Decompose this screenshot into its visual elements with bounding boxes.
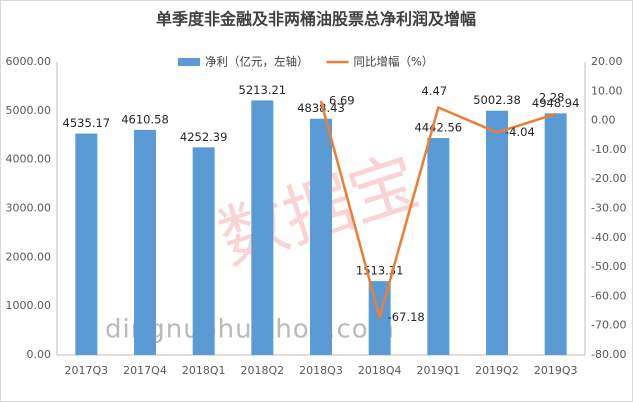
x-tick-label: 2017Q4	[123, 364, 167, 377]
line-value-label: 2.28	[539, 90, 565, 104]
bar-value-label: 4948.94	[532, 96, 580, 110]
bar-value-label: 1513.31	[356, 264, 404, 278]
bar	[134, 129, 156, 355]
bar	[310, 118, 332, 356]
bar	[251, 100, 274, 356]
y2-tick-label: -40.00	[591, 231, 626, 244]
legend-swatch	[178, 58, 200, 66]
y2-tick-label: 0.00	[591, 114, 616, 127]
y2-tick-label: 20.00	[591, 55, 623, 68]
y2-tick-label: 10.00	[591, 84, 623, 97]
x-tick-label: 2018Q4	[358, 364, 402, 377]
bar-value-label: 4838.43	[297, 101, 345, 115]
x-tick-label: 2019Q1	[417, 364, 461, 377]
chart-title: 单季度非金融及非两桶油股票总净利润及增幅	[156, 10, 476, 29]
y2-tick-label: -80.00	[591, 348, 626, 361]
y2-tick-label: -60.00	[591, 289, 626, 302]
x-tick-label: 2019Q2	[475, 364, 519, 377]
x-tick-label: 2017Q3	[65, 364, 109, 377]
bar-value-label: 4535.17	[63, 116, 111, 130]
line-value-label: -67.18	[388, 310, 425, 324]
x-tick-label: 2019Q3	[534, 364, 578, 377]
y2-tick-label: -30.00	[591, 202, 626, 215]
y-tick-label: 0.00	[27, 348, 52, 361]
y-tick-label: 5000.00	[6, 104, 52, 117]
bar-value-label: 4610.58	[121, 112, 169, 126]
bar-value-label: 5213.21	[239, 83, 287, 97]
bar	[192, 147, 215, 355]
line-value-label: 6.69	[329, 93, 355, 107]
line	[319, 100, 557, 319]
bar	[486, 110, 508, 356]
y2-tick-label: -20.00	[591, 172, 626, 185]
y-tick-label: 2000.00	[6, 250, 52, 263]
line-value-label: -4.04	[505, 125, 535, 139]
y-tick-label: 4000.00	[6, 153, 52, 166]
legend-label: 同比增幅（%）	[354, 55, 434, 69]
bar-value-label: 4252.39	[180, 130, 228, 144]
x-tick-label: 2018Q3	[299, 364, 343, 377]
y-tick-label: 6000.00	[6, 55, 52, 68]
y-tick-label: 1000.00	[6, 299, 52, 312]
bar-value-label: 4442.56	[415, 121, 463, 135]
bar	[75, 133, 98, 355]
line-value-label: 4.47	[422, 84, 448, 98]
legend-label: 净利（亿元，左轴）	[205, 55, 309, 69]
y2-tick-label: -50.00	[591, 260, 626, 273]
y2-tick-label: -70.00	[591, 319, 626, 332]
bar	[427, 138, 450, 355]
y-tick-label: 3000.00	[6, 202, 52, 215]
x-tick-label: 2018Q2	[241, 364, 285, 377]
y2-tick-label: -10.00	[591, 143, 626, 156]
x-tick-label: 2018Q1	[182, 364, 226, 377]
bar	[544, 113, 567, 355]
bar-value-label: 5002.38	[473, 93, 521, 107]
